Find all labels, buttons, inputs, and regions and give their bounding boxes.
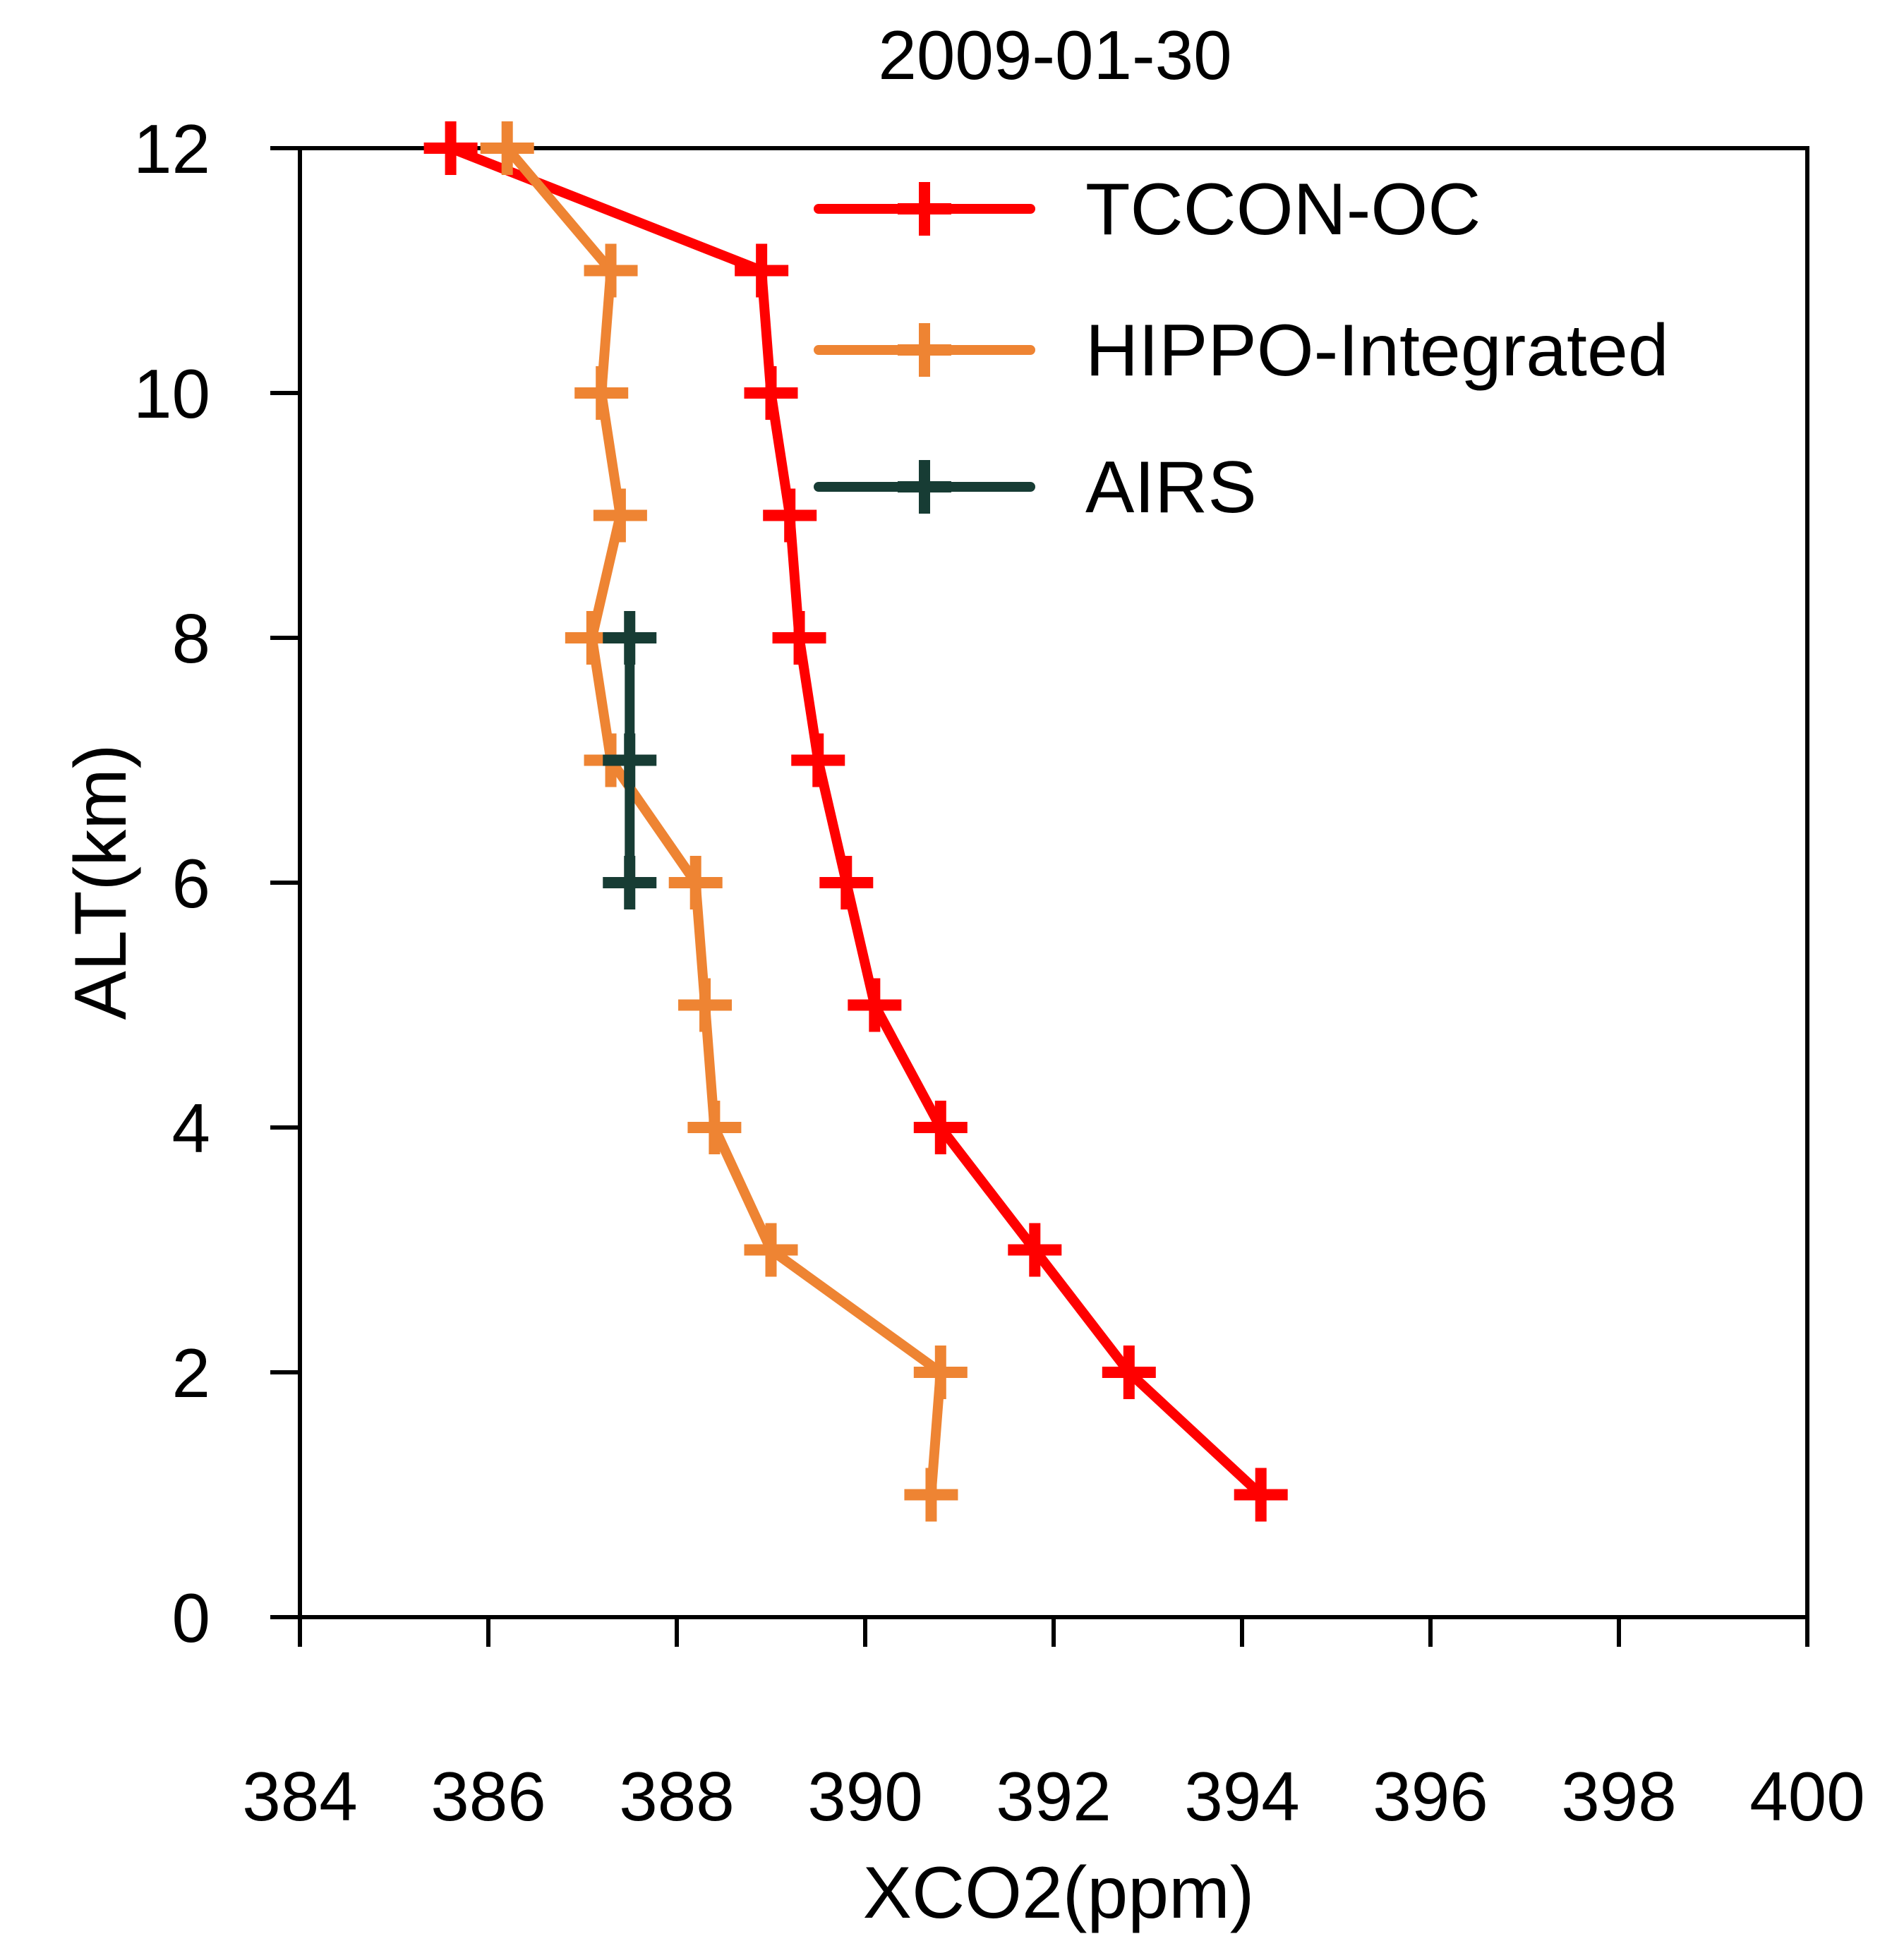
- legend: TCCON-OC HIPPO-Integrated AIRS: [814, 169, 1669, 528]
- x-tick-label: 398: [1561, 1758, 1677, 1835]
- series-airs: [603, 611, 657, 909]
- y-axis-label: ALT(km): [60, 744, 142, 1020]
- y-tick-label: 8: [171, 600, 210, 677]
- y-axis-ticks: 0 2 4 6 8 10 12: [133, 110, 300, 1657]
- y-tick-label: 12: [133, 110, 210, 188]
- data-point-marker: [603, 856, 657, 909]
- data-point-marker: [913, 1346, 968, 1399]
- data-point-marker: [1102, 1346, 1156, 1399]
- legend-swatch-marker: [898, 182, 951, 236]
- x-tick-label: 384: [242, 1758, 358, 1835]
- data-point-marker: [668, 856, 723, 909]
- x-tick-label: 392: [996, 1758, 1111, 1835]
- data-point-marker: [593, 488, 647, 543]
- data-point-marker: [687, 1101, 742, 1154]
- data-point-marker: [848, 978, 902, 1032]
- y-tick-label: 4: [171, 1089, 210, 1167]
- y-tick-label: 10: [133, 355, 210, 433]
- y-tick-label: 2: [171, 1334, 210, 1412]
- legend-label: TCCON-OC: [1085, 169, 1481, 250]
- chart-title: 2009-01-30: [878, 16, 1231, 94]
- data-point-marker: [584, 243, 638, 298]
- data-point-marker: [735, 243, 789, 298]
- legend-label: HIPPO-Integrated: [1085, 310, 1669, 392]
- data-point-marker: [913, 1101, 968, 1154]
- data-point-marker: [791, 733, 845, 787]
- data-point-marker: [1234, 1468, 1288, 1522]
- data-point-marker: [744, 1223, 798, 1277]
- legend-swatch-marker: [898, 460, 951, 514]
- data-point-marker: [772, 611, 826, 665]
- y-tick-label: 6: [171, 845, 210, 922]
- legend-item: HIPPO-Integrated: [814, 310, 1669, 392]
- x-tick-label: 386: [430, 1758, 546, 1835]
- legend-swatch-marker: [898, 323, 951, 377]
- x-tick-label: 390: [807, 1758, 923, 1835]
- data-point-marker: [678, 978, 733, 1032]
- legend-item: TCCON-OC: [814, 169, 1481, 250]
- series-hippo-integrated: [480, 121, 968, 1522]
- data-point-marker: [744, 366, 798, 420]
- x-tick-label: 388: [619, 1758, 735, 1835]
- data-point-marker: [763, 488, 817, 543]
- x-tick-label: 396: [1373, 1758, 1488, 1835]
- data-point-marker: [603, 611, 657, 665]
- data-point-marker: [603, 733, 657, 787]
- legend-label: AIRS: [1085, 447, 1257, 528]
- data-point-marker: [480, 121, 534, 175]
- x-tick-label: 394: [1184, 1758, 1300, 1835]
- x-tick-label: 400: [1749, 1758, 1865, 1835]
- y-tick-label: 0: [171, 1579, 210, 1657]
- data-point-marker: [904, 1468, 958, 1522]
- data-point-marker: [819, 856, 874, 909]
- series-layer: [423, 121, 1288, 1522]
- x-axis-label: XCO2(ppm): [863, 1852, 1255, 1934]
- series-tccon-oc: [423, 121, 1288, 1522]
- data-point-marker: [423, 121, 478, 175]
- legend-item: AIRS: [814, 447, 1257, 528]
- data-point-marker: [1008, 1223, 1062, 1277]
- x-axis-ticks: 384 386 388 390 392 394 396 398 400: [242, 1617, 1865, 1835]
- data-point-marker: [574, 366, 629, 420]
